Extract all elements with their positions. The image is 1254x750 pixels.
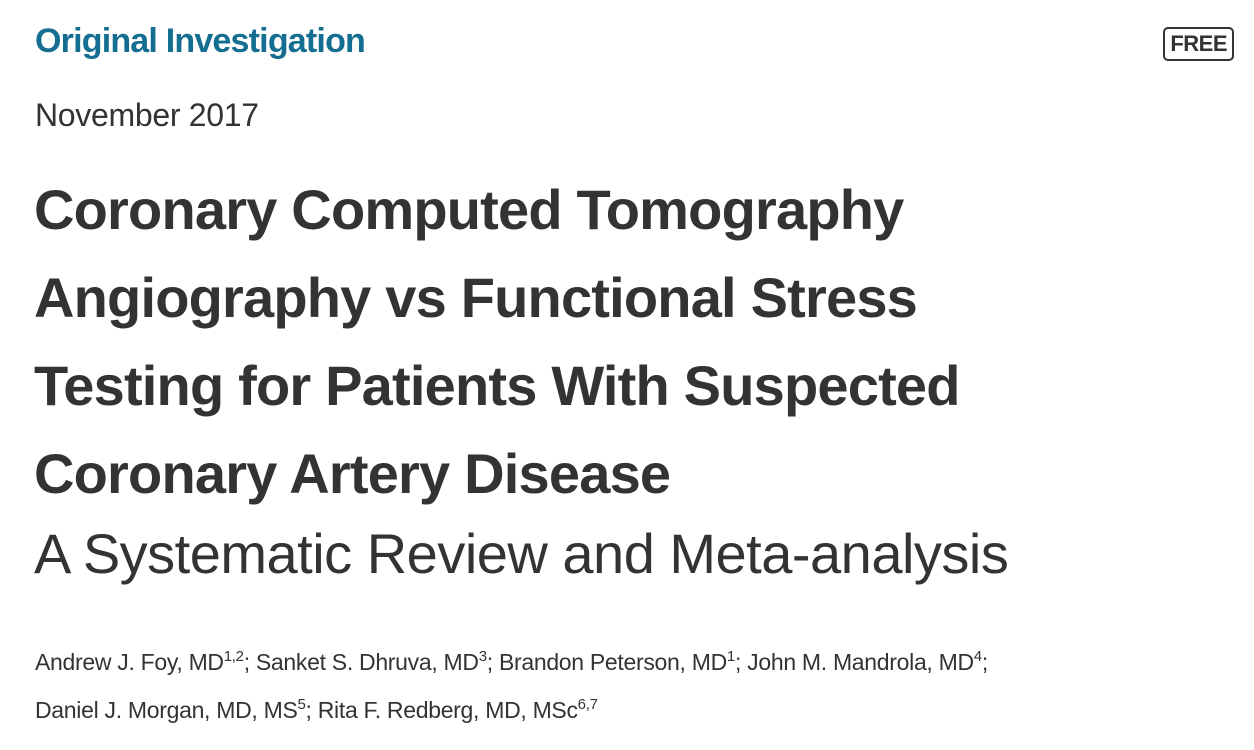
title-line: Testing for Patients With Suspected: [34, 354, 960, 417]
article-category: Original Investigation: [35, 22, 366, 60]
article-title: Coronary Computed Tomography Angiography…: [34, 166, 960, 518]
author-link[interactable]: Brandon Peterson, MD1: [498, 648, 735, 675]
affiliation-marker[interactable]: 1: [726, 648, 735, 665]
author-link[interactable]: Sanket S. Dhruva, MD3: [255, 648, 487, 675]
title-line: Angiography vs Functional Stress: [34, 266, 918, 329]
author-link[interactable]: Rita F. Redberg, MD, MSc6,7: [317, 696, 598, 723]
affiliation-marker[interactable]: 3: [478, 648, 487, 665]
article-subtitle: A Systematic Review and Meta-analysis: [34, 522, 1009, 585]
author-line: Daniel J. Morgan, MD, MS5; Rita F. Redbe…: [35, 696, 598, 723]
author-list: Andrew J. Foy, MD1,2; Sanket S. Dhruva, …: [35, 638, 988, 734]
affiliation-marker[interactable]: 4: [973, 648, 982, 665]
affiliation-marker[interactable]: 1,2: [223, 648, 244, 665]
author-link[interactable]: Andrew J. Foy, MD1,2: [35, 648, 244, 675]
author-line: Andrew J. Foy, MD1,2; Sanket S. Dhruva, …: [35, 648, 988, 675]
author-link[interactable]: Daniel J. Morgan, MD, MS5: [35, 696, 306, 723]
free-access-badge: FREE: [1163, 27, 1234, 61]
publication-date: November 2017: [35, 97, 259, 133]
author-link[interactable]: John M. Mandrola, MD4: [747, 648, 982, 675]
affiliation-marker[interactable]: 6,7: [577, 696, 598, 713]
title-line: Coronary Artery Disease: [34, 442, 671, 505]
affiliation-marker[interactable]: 5: [297, 696, 306, 713]
title-line: Coronary Computed Tomography: [34, 178, 904, 241]
